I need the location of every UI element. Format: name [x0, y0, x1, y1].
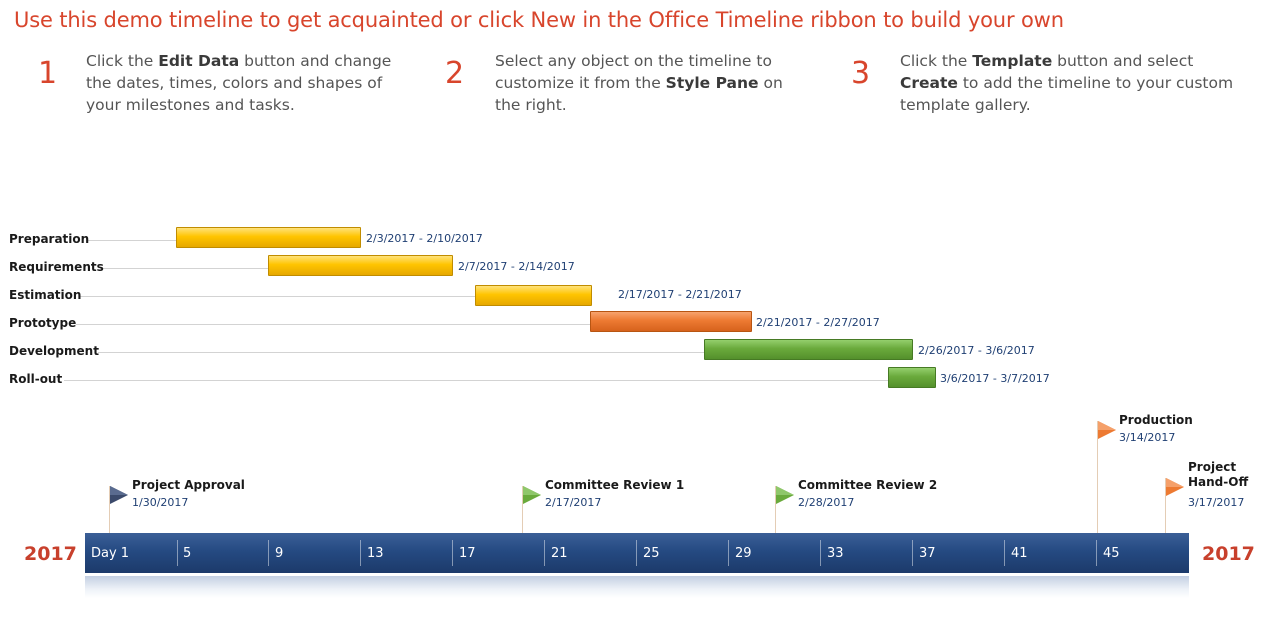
timescale-reflection [85, 576, 1189, 598]
timescale-tick-label: 41 [1011, 546, 1028, 561]
step-2-number: 2 [445, 56, 465, 91]
timescale-tick-label: 45 [1103, 546, 1120, 561]
timescale-separator [912, 540, 913, 566]
milestone-pole [1097, 421, 1098, 533]
timescale-separator [728, 540, 729, 566]
timescale-tick-label: 33 [827, 546, 844, 561]
task-bar-preparation[interactable] [176, 227, 361, 248]
timescale-separator [636, 540, 637, 566]
milestone-pole [109, 486, 110, 533]
step-2-text: Select any object on the timeline to cus… [495, 52, 783, 114]
step-1-text: Click the Edit Data button and change th… [86, 52, 392, 114]
timescale-tick-label: Day 1 [91, 546, 130, 561]
create-keyword: Create [900, 74, 958, 92]
task-label-prototype: Prototype [9, 316, 77, 330]
timescale-separator [360, 540, 361, 566]
template-keyword: Template [972, 52, 1053, 70]
timescale-tick-label: 21 [551, 546, 568, 561]
milestone-title-committee-review-2: Committee Review 2 [798, 478, 938, 492]
task-label-estimation: Estimation [9, 288, 82, 302]
edit-data-keyword: Edit Data [158, 52, 240, 70]
timescale-separator [268, 540, 269, 566]
task-guide-line [88, 240, 178, 241]
step-1-number: 1 [38, 56, 58, 91]
task-dates-roll-out: 3/6/2017 - 3/7/2017 [940, 372, 1050, 385]
flag-icon[interactable] [109, 486, 129, 504]
timescale-tick-label: 37 [919, 546, 936, 561]
milestone-title-project-approval: Project Approval [132, 478, 245, 492]
milestone-date-project-approval: 1/30/2017 [132, 496, 189, 509]
task-dates-development: 2/26/2017 - 3/6/2017 [918, 344, 1035, 357]
task-guide-line [64, 380, 890, 381]
timescale-separator [820, 540, 821, 566]
milestone-pole [1165, 478, 1166, 533]
task-label-roll-out: Roll-out [9, 372, 63, 386]
task-dates-preparation: 2/3/2017 - 2/10/2017 [366, 232, 483, 245]
task-guide-line [100, 268, 270, 269]
task-dates-prototype: 2/21/2017 - 2/27/2017 [756, 316, 880, 329]
timescale-tick-label: 9 [275, 546, 284, 561]
timescale-tick-label: 5 [183, 546, 192, 561]
flag-icon[interactable] [522, 486, 542, 504]
task-bar-development[interactable] [704, 339, 913, 360]
milestone-pole [522, 486, 523, 533]
timescale-band[interactable] [85, 533, 1189, 573]
milestone-date-committee-review-2: 2/28/2017 [798, 496, 855, 509]
flag-icon[interactable] [1165, 478, 1185, 496]
task-bar-estimation[interactable] [475, 285, 592, 306]
timescale-tick-label: 29 [735, 546, 752, 561]
task-bar-prototype[interactable] [590, 311, 752, 332]
year-label-end: 2017 [1202, 543, 1255, 565]
task-bar-requirements[interactable] [268, 255, 453, 276]
style-pane-keyword: Style Pane [665, 74, 759, 92]
timeline-headline: Use this demo timeline to get acquainted… [14, 8, 1064, 32]
timescale-separator [177, 540, 178, 566]
milestone-date-production: 3/14/2017 [1119, 431, 1176, 444]
task-dates-requirements: 2/7/2017 - 2/14/2017 [458, 260, 575, 273]
task-guide-line [98, 352, 706, 353]
task-guide-line [80, 296, 477, 297]
flag-icon[interactable] [1097, 421, 1117, 439]
milestone-title-committee-review-1: Committee Review 1 [545, 478, 685, 492]
timescale-separator [1004, 540, 1005, 566]
task-label-requirements: Requirements [9, 260, 104, 274]
timescale-separator [544, 540, 545, 566]
milestone-date-committee-review-1: 2/17/2017 [545, 496, 602, 509]
step-3-text: Click the Template button and select Cre… [900, 52, 1234, 114]
milestone-date-project-hand-off: 3/17/2017 [1188, 496, 1245, 509]
task-bar-roll-out[interactable] [888, 367, 936, 388]
timescale-tick-label: 25 [643, 546, 660, 561]
task-dates-estimation: 2/17/2017 - 2/21/2017 [618, 288, 742, 301]
timescale-tick-label: 17 [459, 546, 476, 561]
timescale-tick-label: 13 [367, 546, 384, 561]
task-label-preparation: Preparation [9, 232, 90, 246]
step-3-number: 3 [851, 56, 871, 91]
timescale-separator [452, 540, 453, 566]
year-label-start: 2017 [24, 543, 77, 565]
timescale-separator [1096, 540, 1097, 566]
task-guide-line [76, 324, 592, 325]
milestone-title-project-hand-off: Project Hand-Off [1188, 460, 1249, 489]
milestone-title-production: Production [1119, 413, 1193, 427]
milestone-pole [775, 486, 776, 533]
task-label-development: Development [9, 344, 99, 358]
flag-icon[interactable] [775, 486, 795, 504]
